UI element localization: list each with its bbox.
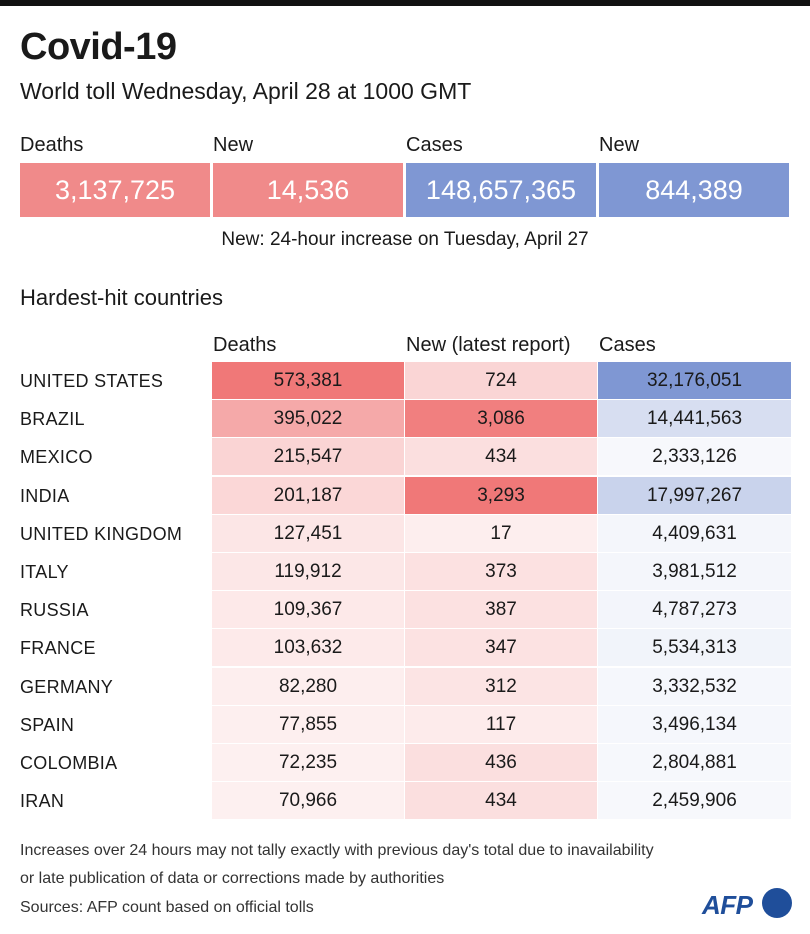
- summary-note: New: 24-hour increase on Tuesday, April …: [221, 229, 589, 250]
- cases-cell: 2,459,906: [598, 782, 791, 819]
- deaths-cell: 201,187: [212, 477, 404, 514]
- footnote-line-2: or late publication of data or correctio…: [20, 870, 445, 887]
- summary-new-deaths-label: New: [213, 134, 254, 156]
- deaths-cell: 109,367: [212, 591, 404, 628]
- country-name: RUSSIA: [20, 600, 89, 620]
- deaths-cell: 82,280: [212, 668, 404, 705]
- cases-cell: 2,333,126: [598, 438, 791, 475]
- sources-note: Sources: AFP count based on official tol…: [20, 899, 314, 916]
- cases-cell: 3,496,134: [598, 706, 791, 743]
- summary-new-deaths-value: 14,536: [213, 163, 403, 217]
- table-row: GERMANY 82,280 312 3,332,532: [0, 668, 810, 706]
- new-deaths-cell: 724: [405, 362, 597, 399]
- deaths-cell: 127,451: [212, 515, 404, 552]
- afp-logo-dot: [762, 888, 792, 918]
- cases-cell: 32,176,051: [598, 362, 791, 399]
- column-header-new: New (latest report): [406, 334, 571, 356]
- summary-new-cases-label: New: [599, 134, 640, 156]
- summary-new-cases-value: 844,389: [599, 163, 789, 217]
- country-name: COLOMBIA: [20, 753, 118, 773]
- deaths-cell: 119,912: [212, 553, 404, 590]
- summary-cases-label: Cases: [406, 134, 463, 156]
- cases-cell: 5,534,313: [598, 629, 791, 666]
- cases-cell: 17,997,267: [598, 477, 791, 514]
- country-name: ITALY: [20, 562, 69, 582]
- cases-cell: 4,787,273: [598, 591, 791, 628]
- country-name: BRAZIL: [20, 409, 85, 429]
- summary-deaths-value: 3,137,725: [20, 163, 210, 217]
- page-subtitle: World toll Wednesday, April 28 at 1000 G…: [20, 78, 472, 104]
- table-row: UNITED STATES 573,381 724 32,176,051: [0, 362, 810, 400]
- table-row: FRANCE 103,632 347 5,534,313: [0, 629, 810, 667]
- new-deaths-cell: 387: [405, 591, 597, 628]
- column-header-cases: Cases: [599, 334, 656, 356]
- table-row: BRAZIL 395,022 3,086 14,441,563: [0, 400, 810, 438]
- new-deaths-cell: 3,086: [405, 400, 597, 437]
- column-header-deaths: Deaths: [213, 334, 277, 356]
- new-deaths-cell: 312: [405, 668, 597, 705]
- table-row: RUSSIA 109,367 387 4,787,273: [0, 591, 810, 629]
- deaths-cell: 77,855: [212, 706, 404, 743]
- new-deaths-cell: 436: [405, 744, 597, 781]
- deaths-cell: 395,022: [212, 400, 404, 437]
- summary-deaths-label: Deaths: [20, 134, 84, 156]
- table-row: INDIA 201,187 3,293 17,997,267: [0, 477, 810, 515]
- deaths-cell: 573,381: [212, 362, 404, 399]
- country-name: SPAIN: [20, 715, 75, 735]
- top-rule: [0, 0, 810, 6]
- country-name: GERMANY: [20, 677, 114, 697]
- country-name: INDIA: [20, 486, 70, 506]
- table-row: SPAIN 77,855 117 3,496,134: [0, 706, 810, 744]
- table-row: COLOMBIA 72,235 436 2,804,881: [0, 744, 810, 782]
- new-deaths-cell: 347: [405, 629, 597, 666]
- afp-logo: AFP: [702, 890, 753, 920]
- country-name: UNITED KINGDOM: [20, 524, 183, 544]
- table-row: ITALY 119,912 373 3,981,512: [0, 553, 810, 591]
- cases-cell: 14,441,563: [598, 400, 791, 437]
- cases-cell: 3,981,512: [598, 553, 791, 590]
- section-title: Hardest-hit countries: [20, 285, 223, 310]
- cases-cell: 2,804,881: [598, 744, 791, 781]
- country-name: FRANCE: [20, 638, 96, 658]
- cases-cell: 4,409,631: [598, 515, 791, 552]
- footnote-line-1: Increases over 24 hours may not tally ex…: [20, 842, 654, 859]
- new-deaths-cell: 434: [405, 438, 597, 475]
- summary-cases-value: 148,657,365: [406, 163, 596, 217]
- country-name: IRAN: [20, 791, 65, 811]
- country-name: UNITED STATES: [20, 371, 164, 391]
- new-deaths-cell: 434: [405, 782, 597, 819]
- table-row: UNITED KINGDOM 127,451 17 4,409,631: [0, 515, 810, 553]
- country-name: MEXICO: [20, 447, 93, 467]
- deaths-cell: 72,235: [212, 744, 404, 781]
- new-deaths-cell: 117: [405, 706, 597, 743]
- deaths-cell: 215,547: [212, 438, 404, 475]
- deaths-cell: 70,966: [212, 782, 404, 819]
- new-deaths-cell: 373: [405, 553, 597, 590]
- new-deaths-cell: 3,293: [405, 477, 597, 514]
- page-title: Covid-19: [20, 26, 177, 68]
- cases-cell: 3,332,532: [598, 668, 791, 705]
- table-row: IRAN 70,966 434 2,459,906: [0, 782, 810, 820]
- deaths-cell: 103,632: [212, 629, 404, 666]
- new-deaths-cell: 17: [405, 515, 597, 552]
- table-row: MEXICO 215,547 434 2,333,126: [0, 438, 810, 476]
